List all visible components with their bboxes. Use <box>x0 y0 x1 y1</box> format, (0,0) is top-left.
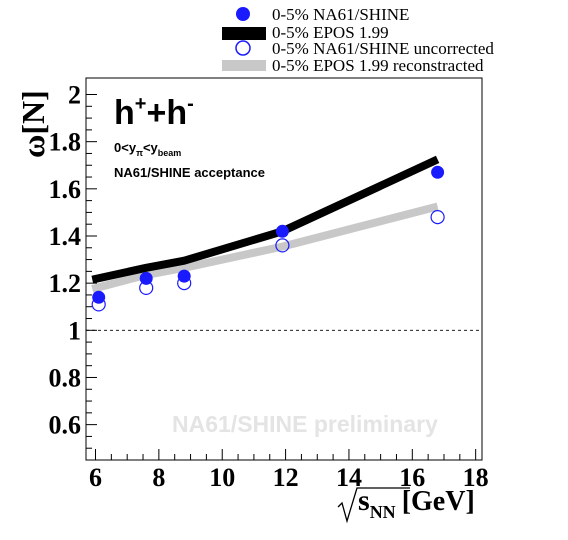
sqrt-sign-icon <box>337 487 410 524</box>
legend-filled-marker-icon <box>236 7 250 21</box>
axis-ticks <box>86 94 477 460</box>
legend-item-open-marker: 0-5% NA61/SHINE uncorrected <box>235 39 494 58</box>
rapidity-range-a: 0<y <box>114 140 137 155</box>
series-epos-reconstructed-band <box>91 202 439 293</box>
data-point-corrected <box>275 224 289 238</box>
panel-title-plus: + <box>135 93 147 115</box>
legend-item-filled-marker: 0-5% NA61/SHINE <box>236 5 409 24</box>
legend-item-epos: 0-5% EPOS 1.99 <box>222 23 389 42</box>
y-tick-label: 1.6 <box>49 175 82 204</box>
x-tick-label: 12 <box>273 463 299 492</box>
watermark: NA61/SHINE preliminary <box>172 411 438 437</box>
panel-title: h++h- <box>114 93 194 132</box>
x-tick-label: 6 <box>89 463 102 492</box>
legend-label-epos: 0-5% EPOS 1.99 <box>272 23 389 42</box>
data-point-corrected <box>139 271 153 285</box>
rapidity-range-b: <y <box>143 140 159 155</box>
legend-open-marker-icon <box>235 40 251 56</box>
rapidity-range: 0<yπ<ybeam <box>114 140 181 158</box>
series-epos-band <box>91 155 440 284</box>
rapidity-range-sub-a: π <box>136 148 143 158</box>
data-point-corrected <box>92 290 106 304</box>
y-tick-label: 1.8 <box>49 128 82 157</box>
x-tick-label: 18 <box>463 463 489 492</box>
y-tick-label: 0.6 <box>49 411 82 440</box>
y-axis-title: ω[N] <box>15 90 51 158</box>
plot-frame <box>85 77 483 461</box>
x-axis: 6 8 10 12 14 16 18 <box>89 463 489 492</box>
y-tick-label: 1.4 <box>49 222 82 251</box>
x-tick-label: 14 <box>336 463 362 492</box>
legend-epos-reconstructed-band-icon <box>222 60 266 71</box>
legend-label-na61-uncorrected: 0-5% NA61/SHINE uncorrected <box>272 39 494 58</box>
panel-title-mid: +h <box>146 94 187 132</box>
rapidity-range-sub-b: beam <box>158 148 182 158</box>
legend-label-na61: 0-5% NA61/SHINE <box>272 5 409 24</box>
data-point-corrected <box>431 165 445 179</box>
panel-title-h: h <box>114 94 135 132</box>
x-tick-label: 10 <box>209 463 235 492</box>
legend-item-epos-reconstructed: 0-5% EPOS 1.99 reconstracted <box>222 56 484 75</box>
y-tick-label: 2 <box>68 81 81 110</box>
y-tick-label: 0.8 <box>49 363 82 392</box>
x-axis-title-unit: [GeV] <box>402 486 475 517</box>
x-axis-title-base: s <box>358 484 370 517</box>
data-point-uncorrected <box>275 238 290 253</box>
x-axis-title: sNN [GeV] <box>358 484 475 522</box>
y-axis: 0.6 0.8 1 1.2 1.4 1.6 1.8 2 <box>49 81 82 440</box>
panel-title-minus: - <box>187 93 194 115</box>
plot-area <box>91 155 445 312</box>
acceptance-label: NA61/SHINE acceptance <box>114 165 265 180</box>
y-tick-label: 1.2 <box>49 269 82 298</box>
legend-epos-band-icon <box>222 27 266 40</box>
data-point-corrected <box>177 269 191 283</box>
x-tick-label: 16 <box>399 463 425 492</box>
legend-label-epos-reconstructed: 0-5% EPOS 1.99 reconstracted <box>272 56 484 75</box>
legend: 0-5% NA61/SHINE 0-5% EPOS 1.99 0-5% NA61… <box>222 5 494 75</box>
y-tick-label: 1 <box>68 316 81 345</box>
x-tick-label: 8 <box>152 463 165 492</box>
data-point-uncorrected <box>430 210 445 225</box>
x-axis-title-sub: NN <box>370 502 396 522</box>
